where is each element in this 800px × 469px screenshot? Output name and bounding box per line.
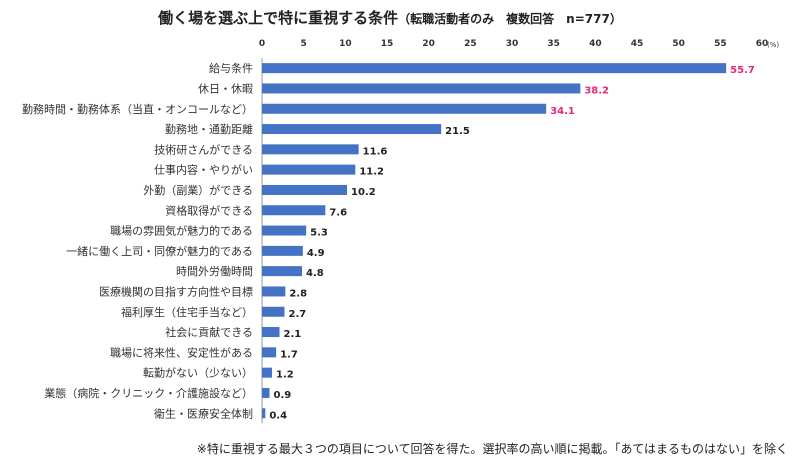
x-tick-label: 10: [339, 39, 352, 49]
category-label: 技術研さんができる: [154, 142, 253, 156]
value-label: 2.7: [289, 309, 307, 320]
x-tick-label: 30: [506, 39, 519, 49]
category-label: 福利厚生（住宅手当など）: [121, 305, 253, 319]
bar: [262, 367, 272, 378]
value-label: 1.2: [276, 370, 294, 381]
x-tick-label: 35: [547, 39, 560, 49]
x-tick-label: 5: [301, 39, 307, 49]
footnote: ※特に重視する最大３つの項目について回答を得た。選択率の高い順に掲載。「あてはま…: [196, 442, 788, 456]
value-label: 4.8: [306, 268, 324, 279]
chart-title-main: 働く場を選ぶ上で特に重視する条件: [158, 9, 399, 27]
category-label: 職場に将来性、安定性がある: [110, 345, 253, 359]
value-label: 10.2: [351, 187, 376, 198]
value-label: 34.1: [550, 106, 575, 117]
bar: [262, 387, 270, 398]
bar: [262, 408, 266, 419]
x-tick-label: 15: [381, 39, 394, 49]
value-label: 2.1: [284, 329, 302, 340]
value-label: 55.7: [730, 65, 755, 76]
category-label: 衛生・医療安全体制: [154, 406, 253, 420]
value-label: 38.2: [584, 85, 609, 96]
category-label: 一緒に働く上司・同僚が魅力的である: [66, 244, 253, 258]
x-tick-label: 20: [422, 39, 435, 49]
value-label: 4.9: [307, 248, 325, 259]
category-label: 資格取得ができる: [165, 203, 253, 217]
x-tick-label: 60: [756, 39, 769, 49]
chart-title: 働く場を選ぶ上で特に重視する条件（転職活動者のみ 複数回答 n=777）: [0, 7, 780, 28]
x-tick-label: 0: [259, 39, 265, 49]
value-label: 0.4: [269, 410, 287, 421]
bar: [262, 103, 547, 114]
value-label: 5.3: [310, 228, 328, 239]
bar: [262, 306, 285, 317]
bar: [262, 245, 303, 256]
bar: [262, 225, 307, 236]
x-tick-label: 25: [464, 39, 477, 49]
chart-subtitle: （転職活動者のみ 複数回答 n=777）: [398, 12, 622, 26]
bar: [262, 63, 727, 74]
value-label: 2.8: [289, 288, 307, 299]
bar: [262, 144, 359, 155]
category-label: 職場の雰囲気が魅力的である: [110, 224, 253, 238]
category-label: 勤務時間・勤務体系（当直・オンコールなど）: [22, 102, 253, 116]
value-label: 11.6: [363, 146, 388, 157]
value-label: 7.6: [329, 207, 347, 218]
value-label: 11.2: [359, 167, 384, 178]
x-tick-label: 55: [714, 39, 727, 49]
value-label: 0.9: [274, 390, 292, 401]
bar: [262, 266, 302, 277]
category-label: 医療機関の目指す方向性や目標: [99, 284, 253, 298]
x-tick-label: 45: [631, 39, 644, 49]
category-label: 社会に貢献できる: [165, 325, 253, 339]
bar: [262, 327, 280, 338]
unit-label: (%): [767, 41, 779, 49]
bar: [262, 184, 347, 195]
category-label: 転勤がない（少ない）: [143, 366, 253, 380]
value-label: 21.5: [445, 126, 470, 137]
category-label: 勤務地・通勤距離: [165, 122, 253, 136]
category-label: 仕事内容・やりがい: [154, 163, 253, 177]
bar: [262, 164, 356, 175]
category-label: 外勤（副業）ができる: [143, 183, 253, 197]
bar: [262, 124, 442, 135]
x-tick-label: 50: [672, 39, 685, 49]
category-label: 時間外労働時間: [176, 264, 253, 278]
bar: [262, 347, 277, 358]
category-label: 休日・休暇: [198, 82, 253, 95]
bar: [262, 286, 286, 297]
bar: [262, 83, 581, 94]
value-label: 1.7: [280, 349, 298, 360]
category-label: 給与条件: [209, 61, 253, 75]
bar: [262, 205, 326, 216]
category-label: 業態（病院・クリニック・介護施設など）: [44, 386, 253, 400]
x-tick-label: 40: [589, 39, 602, 49]
